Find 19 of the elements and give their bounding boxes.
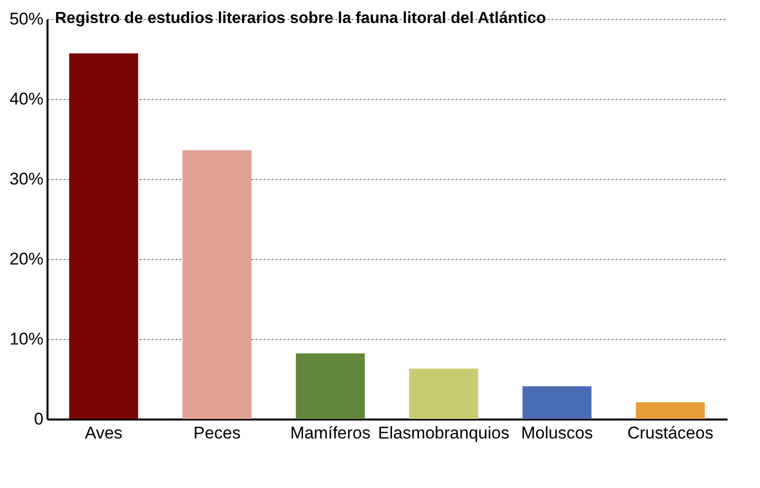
x-tick-label: Moluscos	[521, 424, 593, 442]
y-tick-label: 20%	[9, 250, 44, 268]
bar	[69, 53, 138, 419]
y-tick-label: 30%	[9, 170, 44, 188]
bar	[409, 368, 478, 419]
chart-title: Registro de estudios literarios sobre la fauna litoral del Atlántico	[55, 10, 546, 27]
y-tick-label: 10%	[9, 330, 44, 348]
bar	[522, 386, 592, 419]
bar	[636, 402, 705, 419]
x-tick-label: Crustáceos	[627, 424, 714, 442]
y-tick-label: 50%	[9, 10, 44, 28]
x-tick-label: Elasmobranquios	[378, 424, 510, 442]
x-tick-label: Mamíferos	[290, 424, 370, 442]
bar	[296, 353, 365, 419]
bar	[182, 150, 252, 419]
y-tick-label: 0	[34, 410, 44, 428]
x-tick-label: Peces	[193, 424, 241, 442]
x-tick-label: Aves	[84, 424, 122, 442]
y-tick-label: 40%	[9, 90, 44, 108]
